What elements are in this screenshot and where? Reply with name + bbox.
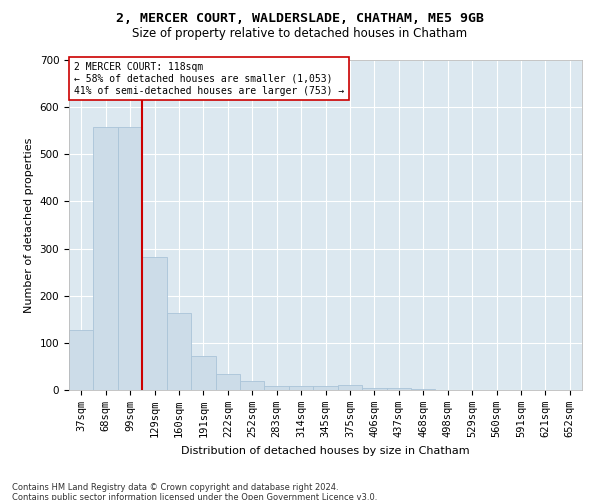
Bar <box>215 374 240 390</box>
Bar <box>118 127 142 390</box>
Text: 2 MERCER COURT: 118sqm
← 58% of detached houses are smaller (1,053)
41% of semi-: 2 MERCER COURT: 118sqm ← 58% of detached… <box>74 62 344 96</box>
Bar <box>69 330 94 390</box>
Bar <box>265 386 289 390</box>
Bar <box>386 388 411 390</box>
Text: Contains HM Land Registry data © Crown copyright and database right 2024.
Contai: Contains HM Land Registry data © Crown c… <box>12 482 377 500</box>
Text: 2, MERCER COURT, WALDERSLADE, CHATHAM, ME5 9GB: 2, MERCER COURT, WALDERSLADE, CHATHAM, M… <box>116 12 484 26</box>
Bar <box>167 313 191 390</box>
Bar <box>94 127 118 390</box>
Bar <box>338 386 362 390</box>
Bar <box>362 388 386 390</box>
X-axis label: Distribution of detached houses by size in Chatham: Distribution of detached houses by size … <box>181 446 470 456</box>
Bar <box>411 389 436 390</box>
Bar <box>142 256 167 390</box>
Bar <box>191 356 215 390</box>
Text: Size of property relative to detached houses in Chatham: Size of property relative to detached ho… <box>133 28 467 40</box>
Y-axis label: Number of detached properties: Number of detached properties <box>24 138 34 312</box>
Bar <box>313 386 338 390</box>
Bar <box>289 386 313 390</box>
Bar <box>240 380 265 390</box>
